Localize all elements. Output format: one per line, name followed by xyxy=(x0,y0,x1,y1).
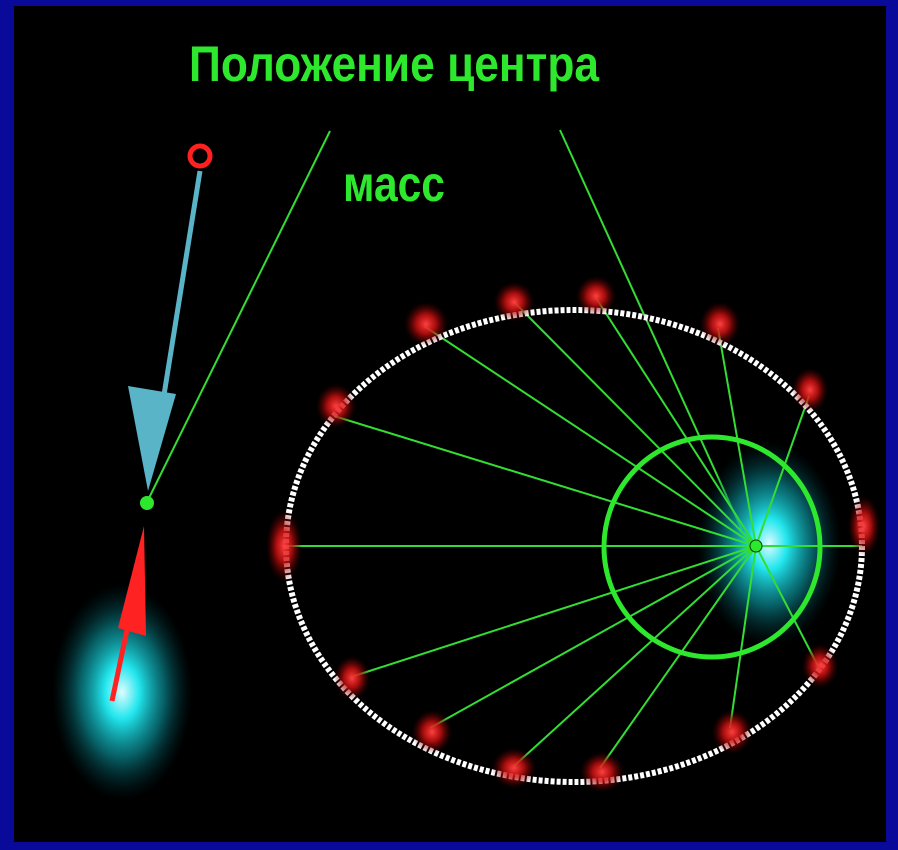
barycenter-focus-dot xyxy=(749,539,763,553)
diagram-frame: Положение центра масс xyxy=(14,6,886,842)
planet-positions xyxy=(266,276,880,792)
pointer-line-right xyxy=(559,129,743,531)
center-of-mass-dot xyxy=(140,496,154,510)
planet-dot xyxy=(187,143,213,169)
star-glow xyxy=(52,584,192,800)
title-line-1: Положение центра xyxy=(189,36,600,92)
planet-velocity-arrow xyxy=(156,170,203,427)
planet-velocity-arrowhead xyxy=(128,386,176,491)
pointer-line-left xyxy=(147,130,331,501)
star-velocity-arrowhead xyxy=(118,526,146,636)
radius-vectors xyxy=(284,297,862,769)
star-orbit xyxy=(601,434,823,660)
center-of-mass-diagram: Положение центра масс xyxy=(52,36,880,800)
title-line-2: масс xyxy=(343,156,445,212)
